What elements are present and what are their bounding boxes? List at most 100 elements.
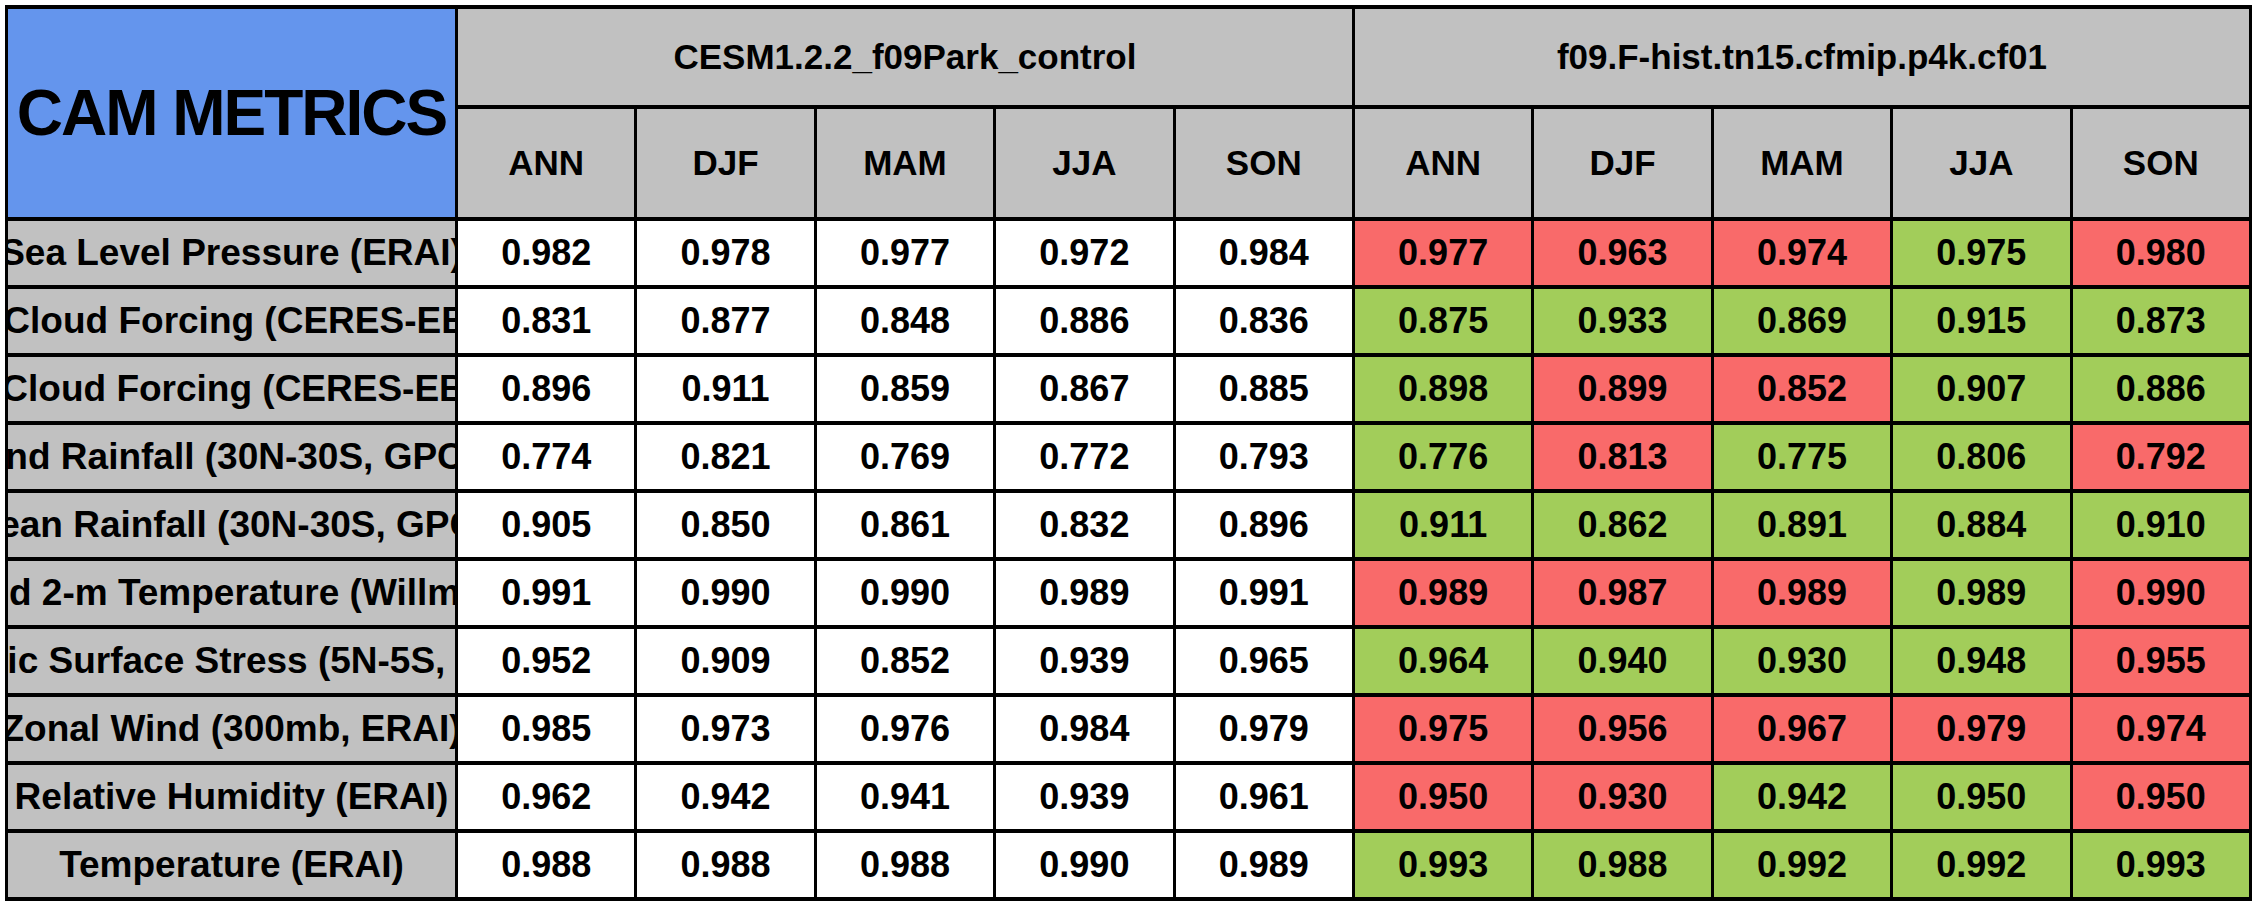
control-value-cell: 0.941	[815, 763, 994, 831]
control-value-cell: 0.984	[995, 695, 1174, 763]
experiment-value-cell: 0.989	[1892, 559, 2071, 627]
experiment-value-cell: 0.967	[1712, 695, 1891, 763]
group-header-control: CESM1.2.2_f09Park_control	[457, 7, 1354, 107]
experiment-value-cell: 0.930	[1533, 763, 1712, 831]
control-value-cell: 0.965	[1174, 627, 1353, 695]
experiment-value-cell: 0.979	[1892, 695, 2071, 763]
experiment-value-cell: 0.988	[1533, 831, 1712, 899]
experiment-value-cell: 0.813	[1533, 423, 1712, 491]
control-value-cell: 0.978	[636, 219, 815, 287]
control-value-cell: 0.984	[1174, 219, 1353, 287]
control-value-cell: 0.952	[457, 627, 636, 695]
table-row: Pacific Surface Stress (5N-5S, ERS)0.952…	[7, 627, 2251, 695]
control-value-cell: 0.896	[1174, 491, 1353, 559]
group-header-experiment: f09.F-hist.tn15.cfmip.p4k.cf01	[1353, 7, 2250, 107]
control-value-cell: 0.885	[1174, 355, 1353, 423]
control-value-cell: 0.962	[457, 763, 636, 831]
experiment-value-cell: 0.993	[1353, 831, 1532, 899]
metric-label: Pacific Surface Stress (5N-5S, ERS)	[7, 627, 457, 695]
control-value-cell: 0.772	[995, 423, 1174, 491]
model-header-row: CAM METRICS CESM1.2.2_f09Park_control f0…	[7, 7, 2251, 107]
experiment-value-cell: 0.869	[1712, 287, 1891, 355]
experiment-value-cell: 0.974	[1712, 219, 1891, 287]
metric-label: Relative Humidity (ERAI)	[7, 763, 457, 831]
control-value-cell: 0.989	[995, 559, 1174, 627]
control-value-cell: 0.909	[636, 627, 815, 695]
season-header-jja: JJA	[1892, 107, 2071, 219]
table-row: SW Cloud Forcing (CERES-EBAF)0.8310.8770…	[7, 287, 2251, 355]
season-header-son: SON	[2071, 107, 2250, 219]
experiment-value-cell: 0.989	[1712, 559, 1891, 627]
control-value-cell: 0.848	[815, 287, 994, 355]
control-value-cell: 0.832	[995, 491, 1174, 559]
control-value-cell: 0.973	[636, 695, 815, 763]
experiment-value-cell: 0.891	[1712, 491, 1891, 559]
metric-label: Sea Level Pressure (ERAI)	[7, 219, 457, 287]
experiment-value-cell: 0.964	[1353, 627, 1532, 695]
table-row: Ocean Rainfall (30N-30S, GPCP)0.9050.850…	[7, 491, 2251, 559]
experiment-value-cell: 0.987	[1533, 559, 1712, 627]
experiment-value-cell: 0.940	[1533, 627, 1712, 695]
control-value-cell: 0.896	[457, 355, 636, 423]
experiment-value-cell: 0.956	[1533, 695, 1712, 763]
table-row: Zonal Wind (300mb, ERAI)0.9850.9730.9760…	[7, 695, 2251, 763]
table-row: Relative Humidity (ERAI)0.9620.9420.9410…	[7, 763, 2251, 831]
control-value-cell: 0.942	[636, 763, 815, 831]
control-value-cell: 0.905	[457, 491, 636, 559]
experiment-value-cell: 0.963	[1533, 219, 1712, 287]
metric-label: Zonal Wind (300mb, ERAI)	[7, 695, 457, 763]
metric-label: Land 2-m Temperature (Willmott)	[7, 559, 457, 627]
metric-label: Ocean Rainfall (30N-30S, GPCP)	[7, 491, 457, 559]
table-row: Land 2-m Temperature (Willmott) 0.991 0.99…	[7, 559, 2251, 627]
experiment-value-cell: 0.776	[1353, 423, 1532, 491]
control-value-cell: 0.877	[636, 287, 815, 355]
control-value-cell: 0.852	[815, 627, 994, 695]
control-value-cell: 0.867	[995, 355, 1174, 423]
experiment-value-cell: 0.862	[1533, 491, 1712, 559]
table-row: Land Rainfall (30N-30S, GPCP)0.7740.8210…	[7, 423, 2251, 491]
season-header-mam: MAM	[815, 107, 994, 219]
experiment-value-cell: 0.884	[1892, 491, 2071, 559]
experiment-value-cell: 0.852	[1712, 355, 1891, 423]
season-header-son: SON	[1174, 107, 1353, 219]
experiment-value-cell: 0.980	[2071, 219, 2250, 287]
experiment-value-cell: 0.930	[1712, 627, 1891, 695]
control-value-cell: 0.990	[815, 559, 994, 627]
table-title: CAM METRICS	[7, 7, 457, 219]
table-row: LW Cloud Forcing (CERES-EBAF)0.8960.9110…	[7, 355, 2251, 423]
experiment-value-cell: 0.899	[1533, 355, 1712, 423]
experiment-value-cell: 0.989	[1353, 559, 1532, 627]
control-value-cell: 0.836	[1174, 287, 1353, 355]
experiment-value-cell: 0.975	[1353, 695, 1532, 763]
experiment-value-cell: 0.898	[1353, 355, 1532, 423]
control-value-cell: 0.939	[995, 627, 1174, 695]
control-value-cell: 0.774	[457, 423, 636, 491]
control-value-cell: 0.989	[1174, 831, 1353, 899]
experiment-value-cell: 0.915	[1892, 287, 2071, 355]
control-value-cell: 0.831	[457, 287, 636, 355]
experiment-value-cell: 0.942	[1712, 763, 1891, 831]
control-value-cell: 0.850	[636, 491, 815, 559]
metric-label: Land Rainfall (30N-30S, GPCP)	[7, 423, 457, 491]
experiment-value-cell: 0.886	[2071, 355, 2250, 423]
experiment-value-cell: 0.950	[2071, 763, 2250, 831]
metric-label: SW Cloud Forcing (CERES-EBAF)	[7, 287, 457, 355]
control-value-cell: 0.821	[636, 423, 815, 491]
experiment-value-cell: 0.873	[2071, 287, 2250, 355]
control-value-cell: 0.861	[815, 491, 994, 559]
experiment-value-cell: 0.948	[1892, 627, 2071, 695]
experiment-value-cell: 0.975	[1892, 219, 2071, 287]
control-value-cell: 0.961	[1174, 763, 1353, 831]
experiment-value-cell: 0.907	[1892, 355, 2071, 423]
control-value-cell: 0.769	[815, 423, 994, 491]
experiment-value-cell: 0.992	[1892, 831, 2071, 899]
control-value-cell: 0.988	[457, 831, 636, 899]
control-value-cell: 0.990	[636, 559, 815, 627]
season-header-djf: DJF	[1533, 107, 1712, 219]
metric-label: LW Cloud Forcing (CERES-EBAF)	[7, 355, 457, 423]
experiment-value-cell: 0.977	[1353, 219, 1532, 287]
control-value-cell: 0.972	[995, 219, 1174, 287]
metric-label: Temperature (ERAI)	[7, 831, 457, 899]
control-value-cell: 0.991	[1174, 559, 1353, 627]
experiment-value-cell: 0.993	[2071, 831, 2250, 899]
